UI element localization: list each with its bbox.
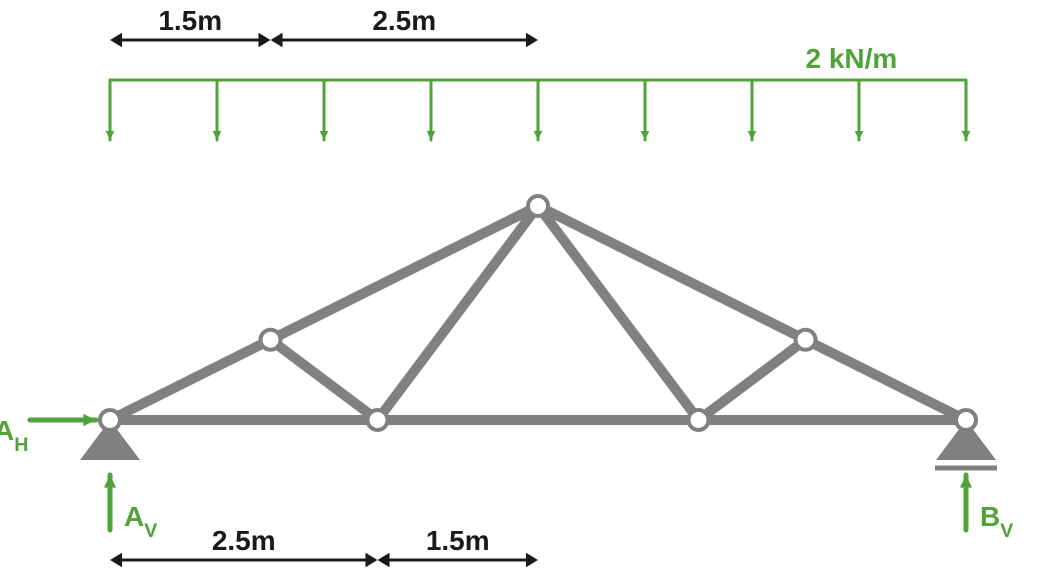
member-web-4	[699, 340, 806, 420]
load-arrow-3	[427, 80, 436, 140]
node-a	[100, 410, 120, 430]
member-web-3	[538, 206, 699, 420]
reaction-arrow-A_H	[30, 414, 96, 426]
member-top-right-1	[538, 206, 806, 340]
truss	[110, 206, 966, 420]
dimensions-top: 1.5m 2.5m	[110, 5, 538, 47]
reactions: AH AV BV	[0, 414, 1013, 542]
dim-label-bottom-0: 2.5m	[212, 525, 276, 556]
node-apex	[528, 196, 548, 216]
truss-nodes	[100, 196, 976, 430]
load-arrow-4	[534, 80, 543, 140]
distributed-load-label: 2 kN/m	[806, 43, 898, 74]
reaction-label-B_V: BV	[980, 501, 1013, 542]
load-arrow-6	[748, 80, 757, 140]
load-arrow-5	[641, 80, 650, 140]
distributed-load: 2 kN/m	[106, 43, 971, 140]
node-d	[689, 410, 709, 430]
reaction-arrow-B_V	[960, 475, 972, 530]
node-c	[368, 410, 388, 430]
dim-label-bottom-1: 1.5m	[426, 525, 490, 556]
dim-label-top-0: 1.5m	[158, 5, 222, 36]
member-web-1	[271, 340, 378, 420]
node-e	[261, 330, 281, 350]
member-top-right-2	[806, 340, 967, 420]
load-arrow-1	[213, 80, 222, 140]
supports	[80, 420, 997, 468]
load-arrow-2	[320, 80, 329, 140]
reaction-label-A_V: AV	[124, 501, 157, 542]
member-top-left-1	[110, 340, 271, 420]
node-f	[796, 330, 816, 350]
load-arrow-0	[106, 80, 115, 140]
dimensions-bottom: 2.5m 1.5m	[110, 525, 538, 567]
load-arrow-8	[962, 80, 971, 140]
dim-label-top-1: 2.5m	[372, 5, 436, 36]
reaction-label-A_H: AH	[0, 415, 28, 456]
reaction-arrow-A_V	[104, 475, 116, 530]
member-top-left-2	[271, 206, 539, 340]
node-b	[956, 410, 976, 430]
member-web-2	[378, 206, 539, 420]
load-arrow-7	[855, 80, 864, 140]
